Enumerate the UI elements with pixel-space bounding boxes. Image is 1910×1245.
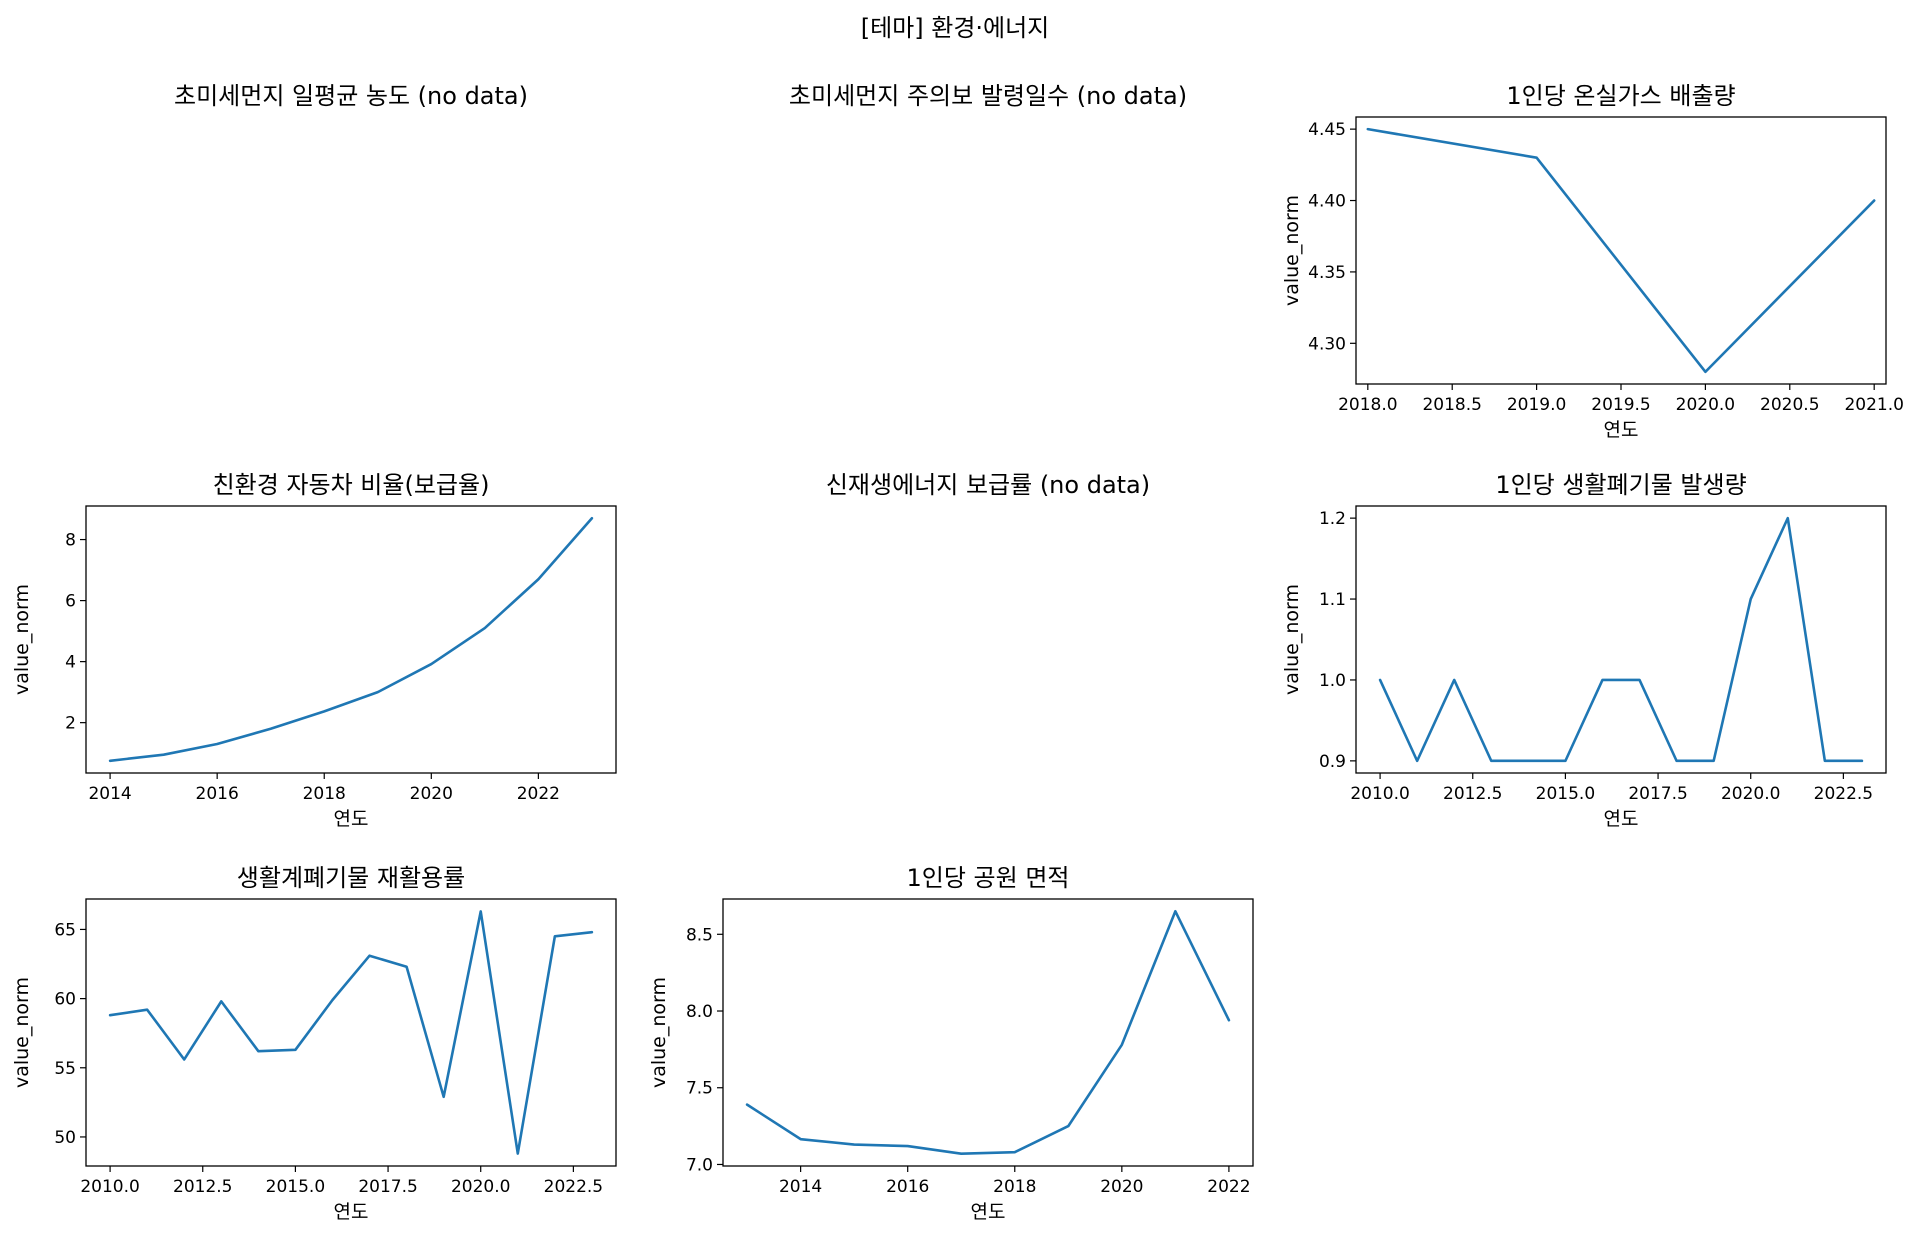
- x-tick-label: 2022.5: [1814, 784, 1873, 804]
- y-tick-label: 4.45: [1308, 120, 1346, 140]
- x-tick-label: 2020.0: [1676, 395, 1735, 415]
- y-axis-label: value_norm: [648, 977, 670, 1088]
- x-tick-label: 2019.0: [1507, 395, 1566, 415]
- x-tick-label: 2022: [1207, 1177, 1250, 1197]
- x-tick-label: 2015.0: [266, 1177, 325, 1197]
- x-tick-label: 2020: [410, 784, 453, 804]
- subplot-title: 친환경 자동차 비율(보급율): [213, 471, 490, 499]
- subplot-2: 초미세먼지 주의보 발령일수 (no data): [789, 82, 1187, 110]
- x-tick-label: 2018.5: [1422, 395, 1481, 415]
- x-tick-label: 2015.0: [1536, 784, 1595, 804]
- axes-frame: [85, 898, 617, 1167]
- x-axis-label: 연도: [971, 1201, 1006, 1223]
- subplot-4: 친환경 자동차 비율(보급율) 2014 2016 2018 2020 2022 2 4 6 8 연…: [11, 471, 617, 830]
- y-tick-label: 1.0: [1319, 671, 1346, 691]
- x-tick-label: 2010.0: [80, 1177, 139, 1197]
- y-axis-label: value_norm: [11, 584, 33, 695]
- y-axis-label: value_norm: [1281, 195, 1303, 306]
- x-tick-label: 2020.0: [451, 1177, 510, 1197]
- y-axis-label: value_norm: [11, 977, 33, 1088]
- y-tick-label: 55: [54, 1059, 76, 1079]
- y-tick-label: 0.9: [1319, 752, 1346, 772]
- x-tick-label: 2020.5: [1760, 395, 1819, 415]
- x-tick-label: 2020: [1100, 1177, 1143, 1197]
- subplot-8: 1인당 공원 면적 2014 2016 2018 2020 2022 7.0 7.5 8.0 8.…: [648, 864, 1254, 1223]
- y-tick-label: 4: [65, 653, 76, 673]
- x-tick-label: 2018: [993, 1177, 1036, 1197]
- y-tick-label: 50: [54, 1128, 76, 1148]
- figure-title: [테마] 환경·에너지: [861, 14, 1050, 42]
- y-tick-label: 4.30: [1308, 334, 1346, 354]
- x-tick-label: 2022.5: [544, 1177, 603, 1197]
- x-tick-label: 2014: [779, 1177, 822, 1197]
- y-tick-label: 8.5: [686, 925, 713, 945]
- x-tick-label: 2012.5: [1443, 784, 1502, 804]
- axes-frame: [1355, 505, 1887, 774]
- x-axis-label: 연도: [1604, 419, 1639, 441]
- subplot-title: 1인당 공원 면적: [906, 864, 1069, 892]
- x-axis-label: 연도: [1604, 808, 1639, 830]
- series-line: [108, 516, 594, 763]
- subplot-title: 1인당 온실가스 배출량: [1506, 82, 1735, 110]
- x-axis-label: 연도: [334, 1201, 369, 1223]
- x-tick-label: 2020.0: [1721, 784, 1780, 804]
- x-tick-label: 2021.0: [1844, 395, 1903, 415]
- y-tick-label: 2: [65, 714, 76, 734]
- subplot-5: 신재생에너지 보급률 (no data): [826, 471, 1150, 499]
- x-tick-label: 2010.0: [1350, 784, 1409, 804]
- y-tick-label: 60: [54, 990, 76, 1010]
- x-tick-label: 2017.5: [358, 1177, 417, 1197]
- series-line: [108, 910, 594, 1155]
- subplot-title: 생활계폐기물 재활용률: [237, 864, 465, 892]
- subplot-3: 1인당 온실가스 배출량 2018.0 2018.5 2019.0 2019.5 2020…: [1281, 82, 1904, 441]
- axes-frame: [722, 898, 1254, 1167]
- subplot-7: 생활계폐기물 재활용률 2010.0 2012.5 2015.0 2017.5 2020.…: [11, 864, 617, 1223]
- y-tick-label: 8.0: [686, 1002, 713, 1022]
- subplot-6: 1인당 생활폐기물 발생량 2010.0 2012.5 2015.0 2017.5 202…: [1281, 471, 1887, 830]
- axes-frame: [1355, 116, 1887, 385]
- subplot-title: 1인당 생활폐기물 발생량: [1495, 471, 1746, 499]
- x-tick-label: 2022: [517, 784, 560, 804]
- x-tick-label: 2018: [303, 784, 346, 804]
- axes-frame: [85, 505, 617, 774]
- subplot-title: 신재생에너지 보급률 (no data): [826, 471, 1150, 499]
- x-tick-label: 2014: [88, 784, 131, 804]
- x-tick-label: 2016: [196, 784, 239, 804]
- subplot-grid: 초미세먼지 일평균 농도 (no data) 초미세먼지 주의보 발령일수 (no…: [11, 82, 1904, 1223]
- series-line: [1366, 127, 1876, 374]
- series-line: [1378, 516, 1864, 763]
- x-tick-label: 2018.0: [1338, 395, 1397, 415]
- y-tick-label: 7.0: [686, 1155, 713, 1175]
- y-tick-label: 8: [65, 531, 76, 551]
- y-tick-label: 7.5: [686, 1079, 713, 1099]
- x-tick-label: 2019.5: [1591, 395, 1650, 415]
- series-line: [745, 909, 1231, 1156]
- x-tick-label: 2017.5: [1628, 784, 1687, 804]
- y-tick-label: 65: [54, 920, 76, 940]
- y-tick-label: 6: [65, 592, 76, 612]
- y-tick-label: 4.35: [1308, 263, 1346, 283]
- subplot-title: 초미세먼지 주의보 발령일수 (no data): [789, 82, 1187, 110]
- subplot-title: 초미세먼지 일평균 농도 (no data): [174, 82, 528, 110]
- subplot-1: 초미세먼지 일평균 농도 (no data): [174, 82, 528, 110]
- x-tick-label: 2012.5: [173, 1177, 232, 1197]
- y-tick-label: 4.40: [1308, 192, 1346, 212]
- y-axis-label: value_norm: [1281, 584, 1303, 695]
- y-tick-label: 1.1: [1319, 590, 1346, 610]
- x-tick-label: 2016: [886, 1177, 929, 1197]
- y-tick-label: 1.2: [1319, 509, 1346, 529]
- x-axis-label: 연도: [334, 808, 369, 830]
